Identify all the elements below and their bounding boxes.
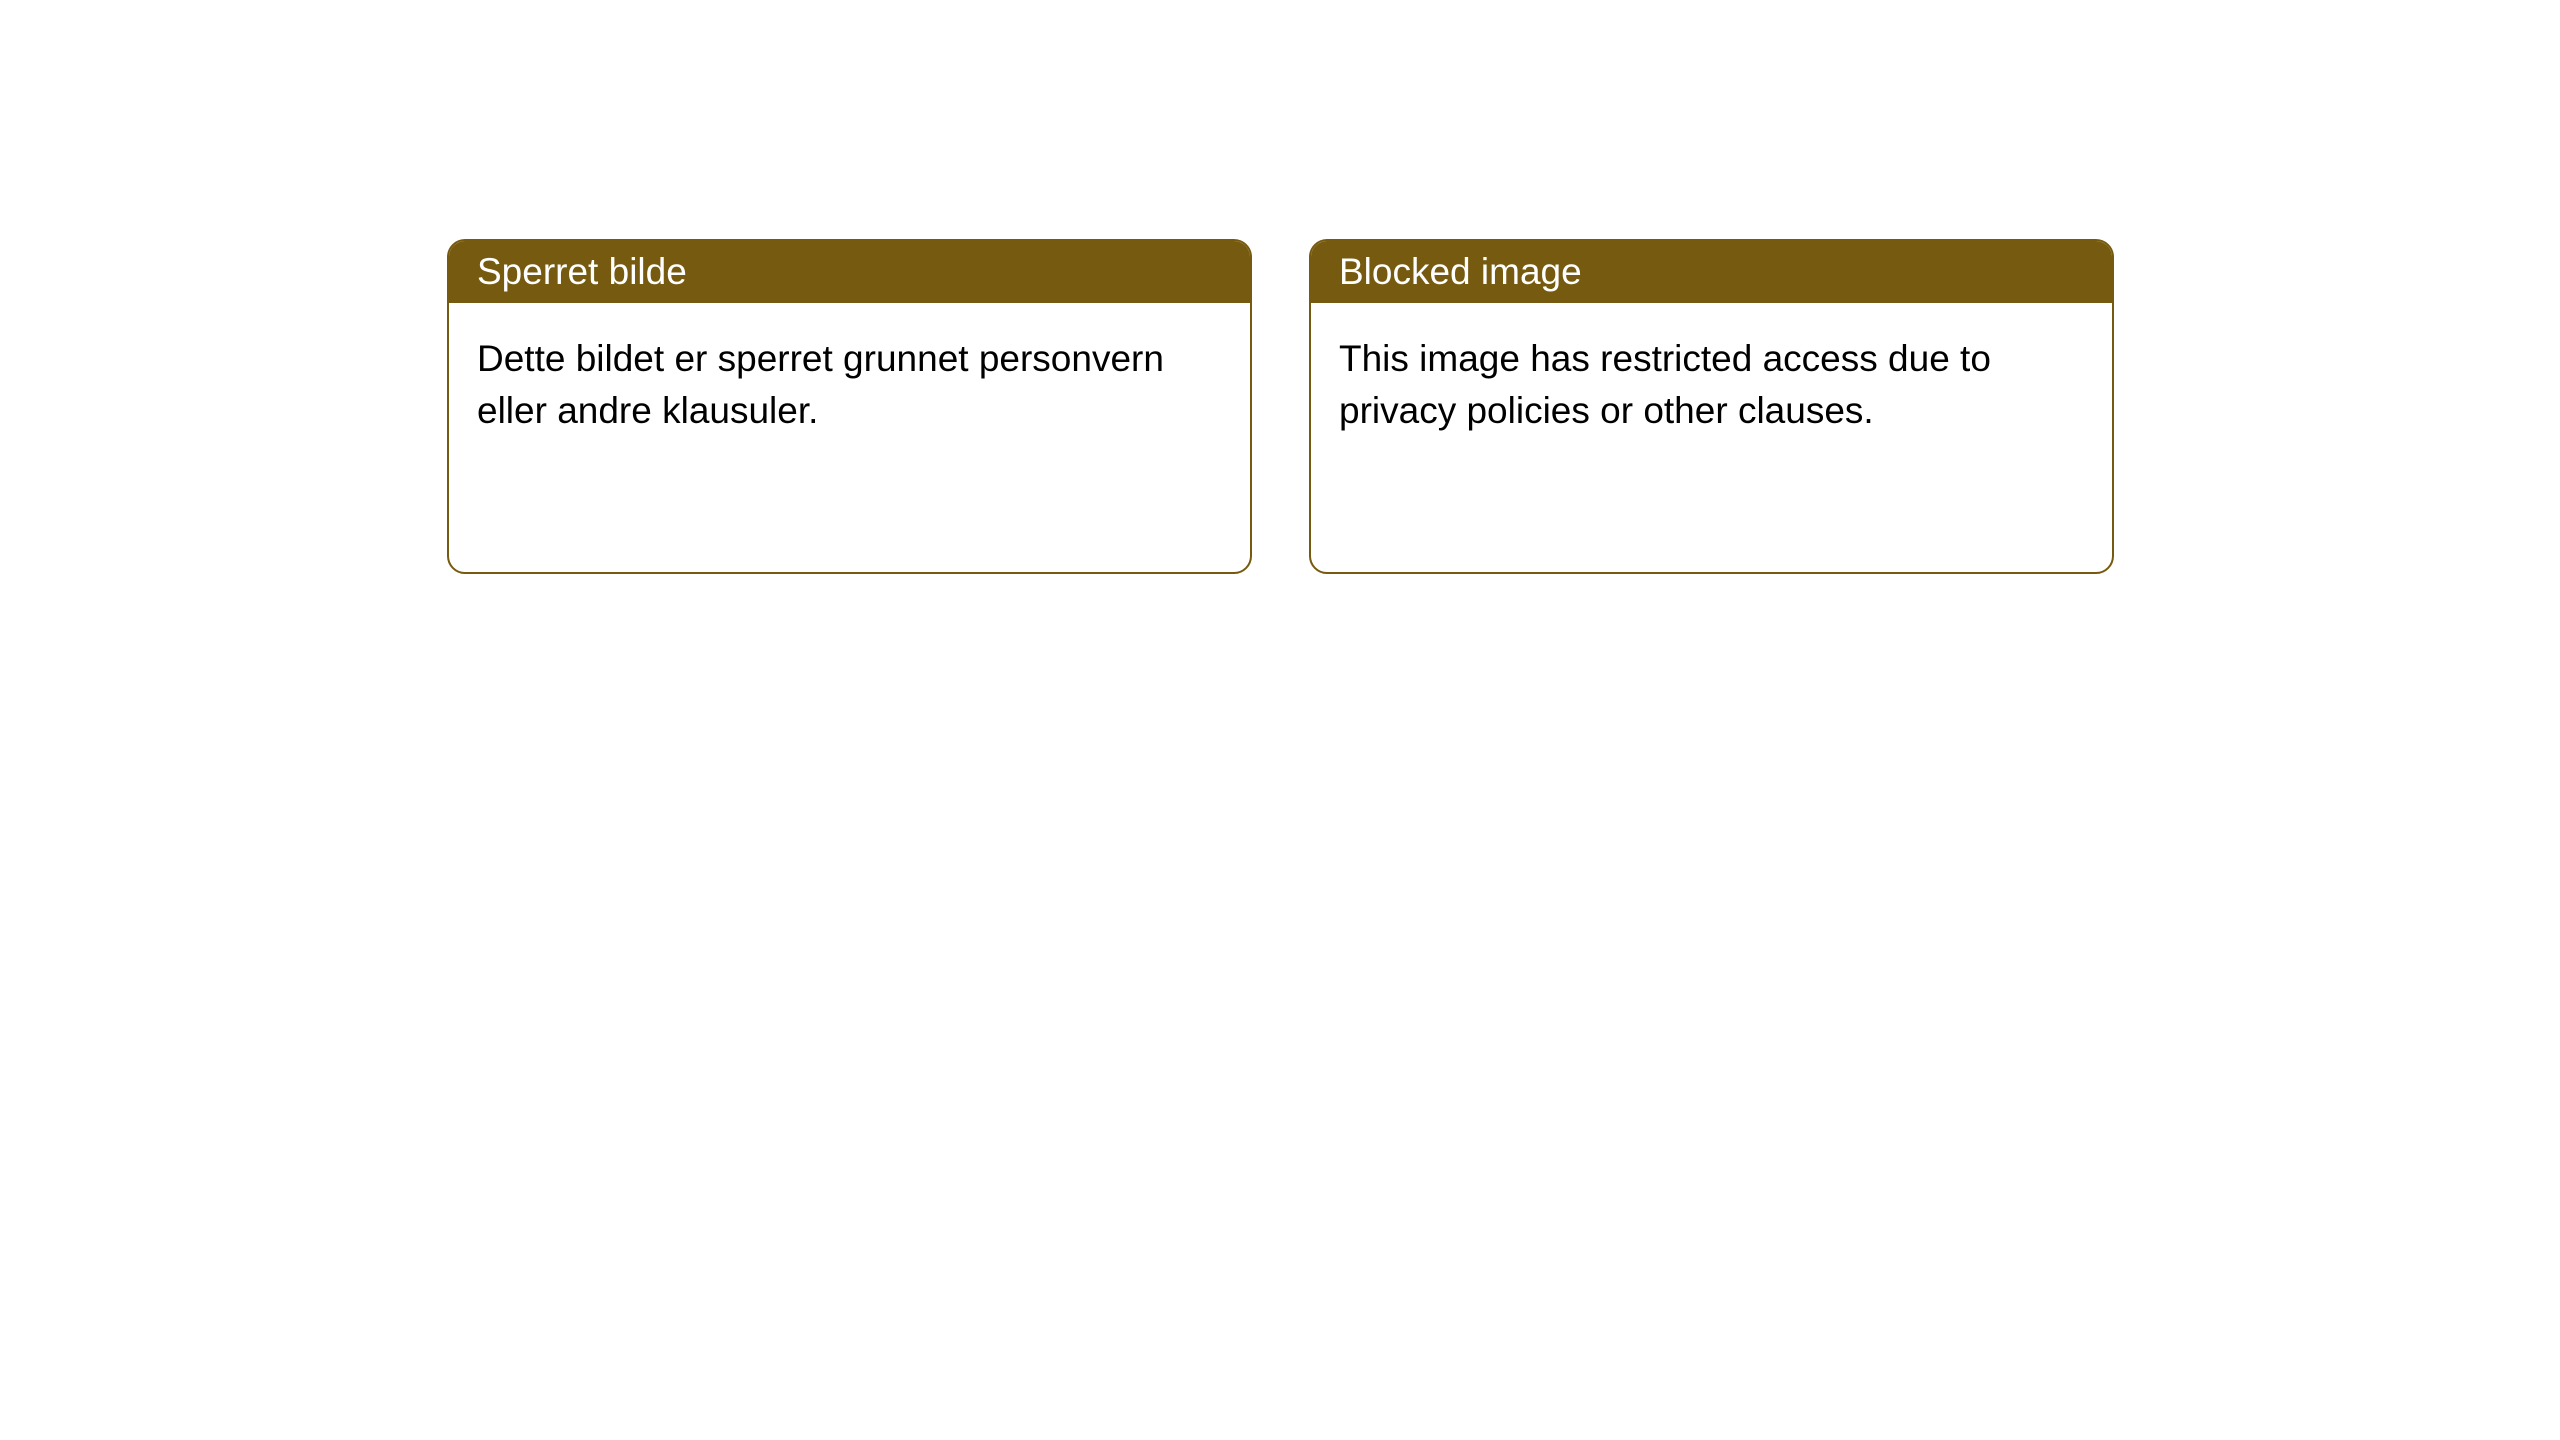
- card-body-text: This image has restricted access due to …: [1339, 338, 1991, 431]
- card-header: Sperret bilde: [449, 241, 1250, 303]
- card-title: Sperret bilde: [477, 251, 687, 293]
- blocked-image-card-en: Blocked image This image has restricted …: [1309, 239, 2114, 574]
- blocked-image-cards: Sperret bilde Dette bildet er sperret gr…: [447, 239, 2114, 574]
- blocked-image-card-no: Sperret bilde Dette bildet er sperret gr…: [447, 239, 1252, 574]
- card-title: Blocked image: [1339, 251, 1582, 293]
- card-body: Dette bildet er sperret grunnet personve…: [449, 303, 1250, 467]
- card-header: Blocked image: [1311, 241, 2112, 303]
- card-body-text: Dette bildet er sperret grunnet personve…: [477, 338, 1164, 431]
- card-body: This image has restricted access due to …: [1311, 303, 2112, 467]
